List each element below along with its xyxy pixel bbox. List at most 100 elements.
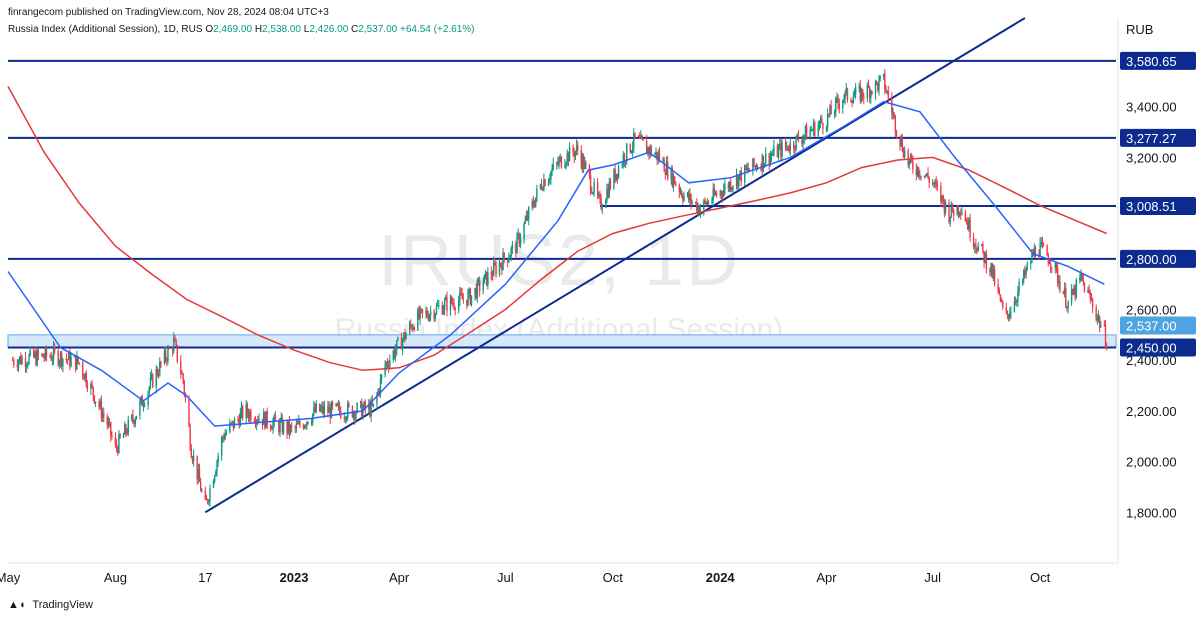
candle-body [650, 147, 653, 155]
candle-body [272, 421, 274, 430]
level-label-327727-bg [1120, 128, 1196, 147]
candle-body [1006, 311, 1009, 315]
candle-body [850, 100, 852, 102]
candle-body [920, 175, 922, 178]
candle-body [744, 165, 746, 183]
candle-body [1023, 270, 1025, 281]
candle-body [802, 138, 804, 144]
x-tick-label: 2024 [706, 570, 736, 585]
candle-body [352, 412, 355, 418]
candle-body [1083, 282, 1086, 293]
candle-body [216, 461, 218, 472]
candle-body [1007, 314, 1010, 318]
candle-body [110, 422, 112, 436]
candle-body [183, 381, 185, 394]
candle-body [574, 151, 577, 158]
candle-body [737, 174, 739, 187]
candle-body [992, 268, 995, 277]
candle-body [879, 76, 881, 79]
candle-body [237, 418, 239, 420]
candle-body [691, 201, 693, 204]
candle-body [535, 197, 537, 207]
candle-body [690, 194, 692, 204]
candle-body [951, 203, 954, 212]
candle-body [273, 415, 275, 422]
candle-body [230, 422, 232, 424]
candle-body [1079, 277, 1081, 280]
candle-body [240, 406, 243, 413]
candle-body [671, 167, 674, 187]
candle-body [910, 155, 913, 161]
candle-body [62, 358, 64, 367]
candle-body [793, 141, 795, 149]
candle-body [336, 403, 338, 406]
candle-body [1104, 325, 1107, 346]
candle-body [433, 311, 435, 319]
candle-body [310, 422, 313, 424]
symbol-legend[interactable]: Russia Index (Additional Session), 1D, R… [8, 24, 475, 35]
candle-body [484, 271, 487, 275]
candle-body [220, 437, 223, 456]
candle-body [830, 105, 832, 115]
candle-body [413, 327, 416, 330]
x-tick-label: Jul [924, 570, 941, 585]
candle-body [41, 353, 43, 356]
candle-body [585, 162, 587, 165]
candle-body [434, 313, 437, 319]
y-tick-label: 3,200.00 [1126, 150, 1177, 165]
x-tick-label: May [0, 570, 21, 585]
candle-body [940, 186, 942, 202]
candle-body [599, 195, 601, 198]
candle-body [70, 357, 72, 366]
candle-body [975, 244, 977, 249]
candle-body [965, 221, 968, 223]
currency-label[interactable]: RUB [1126, 22, 1154, 37]
candle-body [846, 88, 849, 101]
candle-body [998, 288, 1000, 295]
candle-body [560, 156, 563, 168]
candle-body [361, 401, 363, 418]
candle-body [859, 85, 862, 101]
candle-body [18, 356, 21, 362]
candle-body [795, 135, 797, 150]
candle-body [61, 352, 63, 367]
candle-body [347, 403, 349, 418]
candle-body [428, 315, 431, 321]
publisher-caption: finrangecom published on TradingView.com… [8, 7, 329, 18]
x-tick-label: 17 [198, 570, 212, 585]
candle-body [370, 400, 372, 416]
candle-body [396, 340, 398, 351]
candle-body [192, 455, 195, 462]
candle-body [125, 424, 127, 433]
candle-body [298, 421, 300, 424]
candle-body [86, 384, 89, 390]
candle-body [969, 219, 971, 238]
candle-body [66, 359, 69, 361]
candle-body [385, 362, 387, 366]
candle-body [968, 219, 970, 230]
candle-body [282, 422, 285, 433]
candle-body [492, 262, 495, 276]
candle-body [984, 253, 986, 263]
candle-body [45, 348, 48, 357]
candle-body [377, 389, 379, 395]
candle-body [392, 350, 394, 360]
candle-body [941, 195, 943, 202]
candle-body [787, 146, 789, 151]
candle-body [57, 350, 59, 365]
candle-body [225, 432, 228, 435]
candle-body [891, 98, 893, 114]
candle-body [387, 365, 390, 368]
candle-body [894, 115, 897, 132]
candle-body [319, 403, 321, 412]
candle-body [1082, 279, 1085, 283]
candle-body [403, 332, 405, 340]
candle-body [394, 350, 397, 358]
candle-body [1097, 316, 1100, 318]
candle-body [117, 447, 119, 453]
candle-body [421, 309, 424, 313]
candle-body [634, 132, 636, 137]
candle-body [68, 352, 70, 360]
candle-body [810, 130, 812, 132]
